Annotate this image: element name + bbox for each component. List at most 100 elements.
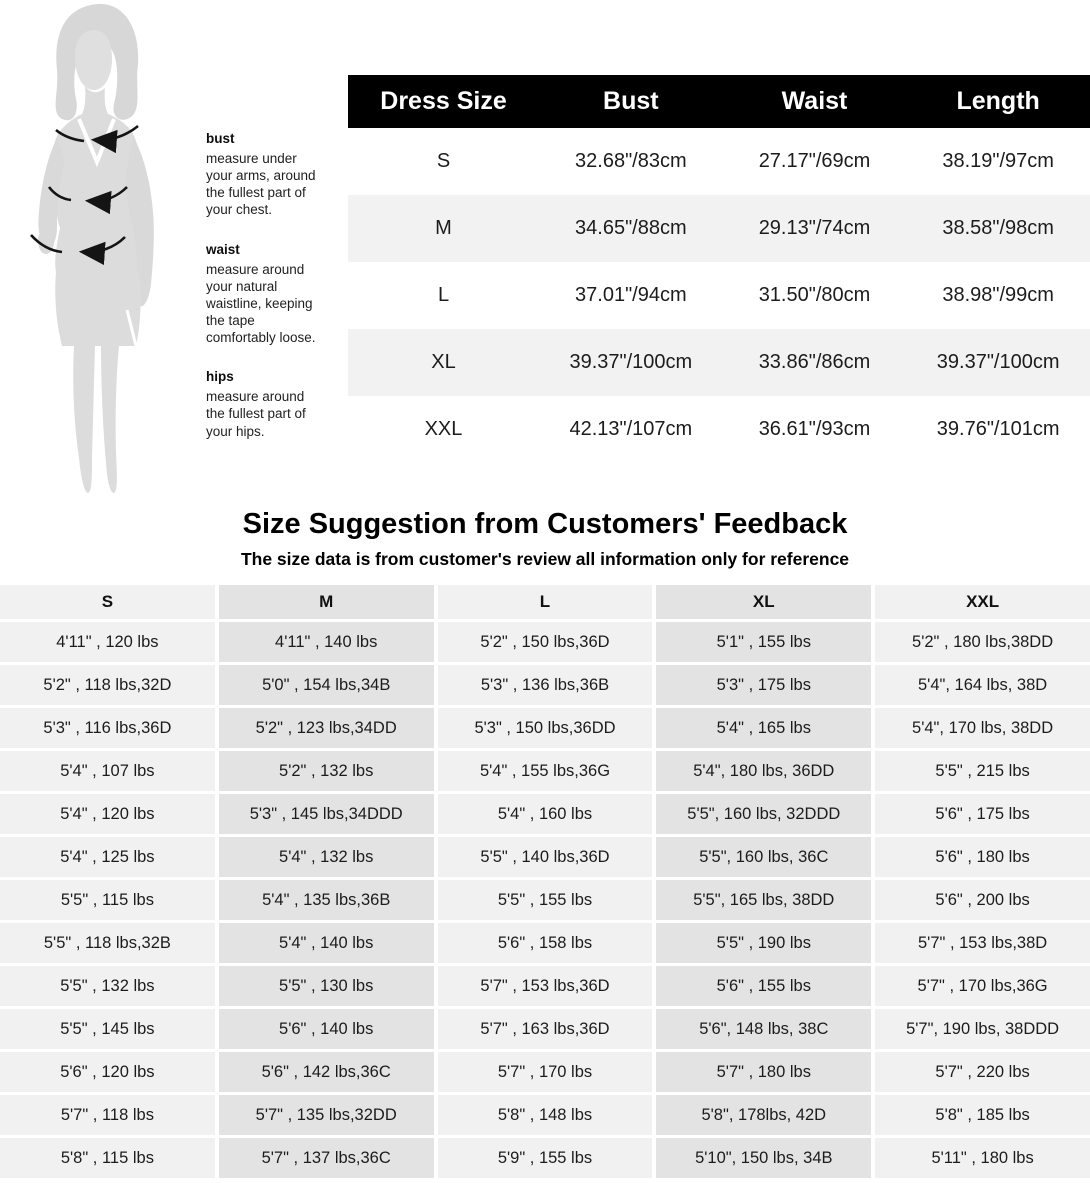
size-table-header-cell: Length	[956, 87, 1040, 115]
feedback-table-cell: 5'6" , 142 lbs,36C	[218, 1052, 434, 1092]
right-arm-shape	[125, 136, 154, 307]
feedback-table-cell: 4'11" , 140 lbs	[218, 622, 434, 662]
feedback-table-cell: 5'8" , 115 lbs	[0, 1138, 215, 1178]
feedback-table-header-XL: XL	[656, 585, 872, 619]
feedback-section: Size Suggestion from Customers' Feedback…	[0, 508, 1090, 1178]
torso-shape	[52, 86, 140, 272]
size-table-body: S 32.68"/83cm 27.17"/69cm 38.19"/97cm M 34.65…	[348, 128, 1090, 463]
feedback-table-header-L: L	[437, 585, 653, 619]
size-table-header-cell: Bust	[603, 87, 659, 115]
size-table-row-L: L 37.01"/94cm 31.50"/80cm 38.98"/99cm	[348, 262, 1090, 329]
feedback-table-cell: 4'11" , 120 lbs	[0, 622, 215, 662]
feedback-table-header-S: S	[0, 585, 215, 619]
size-table-row-XXL: XXL 42.13"/107cm 36.61"/93cm 39.76"/101cm	[348, 396, 1090, 463]
size-table-cell: 39.37"/100cm	[569, 351, 693, 373]
woman-figure-illustration	[0, 0, 200, 500]
size-table-cell: 29.13"/74cm	[758, 217, 871, 239]
size-table-cell: 38.19"/97cm	[942, 150, 1054, 172]
feedback-table-cell: 5'5" , 190 lbs	[656, 923, 872, 963]
woman-silhouette-icon	[30, 3, 154, 493]
feedback-table-cell: 5'6" , 140 lbs	[218, 1009, 434, 1049]
guide-desc-hips: measure around the fullest part of your …	[206, 389, 306, 439]
feedback-table-cell: 5'7" , 153 lbs,36D	[437, 966, 653, 1006]
measure-arrows	[30, 124, 139, 266]
size-chart-table: Dress Size Bust Waist Length S 32.68"/83cm 27…	[348, 75, 1090, 463]
size-table-cell: 38.98"/99cm	[942, 284, 1054, 306]
feedback-table-cell: 5'1" , 155 lbs	[656, 622, 872, 662]
bust-measure-arrow-tail	[55, 128, 85, 143]
feedback-table-cell: 5'7" , 170 lbs,36G	[875, 966, 1090, 1006]
size-table-cell: 37.01"/94cm	[575, 284, 687, 306]
bust-measure-arrow	[90, 124, 139, 154]
feedback-table-cell: 5'6" , 155 lbs	[656, 966, 872, 1006]
feedback-table-cell: 5'4" , 140 lbs	[218, 923, 434, 963]
feedback-table-cell: 5'3" , 150 lbs,36DD	[437, 708, 653, 748]
waist-measure-arrow	[84, 186, 128, 215]
size-table-cell: M	[435, 217, 452, 239]
feedback-table-cell: 5'10", 150 lbs, 34B	[656, 1138, 872, 1178]
size-table-cell: 39.76"/101cm	[936, 418, 1060, 440]
guide-item-hips: hips measure around the fullest part of …	[206, 369, 326, 439]
feedback-size-table: S M L XL XXL 4'11" , 120 lbs 4'11" , 140 lbs 5'…	[0, 585, 1090, 1178]
feedback-table-header-XXL: XXL	[875, 585, 1090, 619]
guide-label-bust: bust	[206, 131, 235, 146]
feedback-table-cell: 5'6" , 175 lbs	[875, 794, 1090, 834]
feedback-title: Size Suggestion from Customers' Feedback	[242, 508, 848, 540]
left-arm-shape	[38, 138, 65, 248]
feedback-table-cell: 5'4" , 125 lbs	[0, 837, 215, 877]
hips-measure-arrow-tail	[30, 234, 63, 254]
feedback-table-cell: 5'4", 180 lbs, 36DD	[656, 751, 872, 791]
feedback-table-cell: 5'6", 148 lbs, 38C	[656, 1009, 872, 1049]
right-leg-shape	[101, 346, 119, 493]
feedback-table-cell: 5'7" , 163 lbs,36D	[437, 1009, 653, 1049]
feedback-table-cell: 5'5" , 130 lbs	[218, 966, 434, 1006]
left-hand-shape	[38, 228, 54, 254]
size-table-cell: 33.86"/86cm	[758, 351, 871, 373]
feedback-table-cell: 5'2" , 132 lbs	[218, 751, 434, 791]
guide-label-hips: hips	[206, 369, 234, 385]
feedback-table-cell: 5'11" , 180 lbs	[875, 1138, 1090, 1178]
feedback-table-cell: 5'4" , 155 lbs,36G	[437, 751, 653, 791]
feedback-table-cell: 5'2" , 123 lbs,34DD	[218, 708, 434, 748]
feedback-table-cell: 5'4" , 107 lbs	[0, 751, 215, 791]
feedback-table-cell: 5'7" , 153 lbs,38D	[875, 923, 1090, 963]
feedback-table-cell: 5'6" , 120 lbs	[0, 1052, 215, 1092]
feedback-table-cell: 5'7" , 220 lbs	[875, 1052, 1090, 1092]
size-table-cell: XL	[431, 351, 456, 373]
feedback-table-cell: 5'8" , 148 lbs	[437, 1095, 653, 1135]
guide-desc-waist: measure around your natural waistline, k…	[206, 261, 316, 346]
guide-item-bust: bust measure under your arms, around the…	[206, 131, 326, 219]
feedback-table-cell: 5'4" , 160 lbs	[437, 794, 653, 834]
feedback-table-header-M: M	[218, 585, 434, 619]
feedback-table-cell: 5'5" , 140 lbs,36D	[437, 837, 653, 877]
feedback-table-cell: 5'5" , 132 lbs	[0, 966, 215, 1006]
feedback-table-cell: 5'8", 178lbs, 42D	[656, 1095, 872, 1135]
feedback-table-cell: 5'7" , 180 lbs	[656, 1052, 872, 1092]
feedback-table-cell: 5'0" , 154 lbs,34B	[218, 665, 434, 705]
skirt-slit-line	[125, 309, 138, 347]
left-leg-shape	[73, 346, 95, 493]
waist-measure-arrow-tail	[47, 186, 72, 202]
feedback-table-cell: 5'6" , 180 lbs	[875, 837, 1090, 877]
feedback-table-cell: 5'9" , 155 lbs	[437, 1138, 653, 1178]
feedback-table-cell: 5'5" , 118 lbs,32B	[0, 923, 215, 963]
feedback-table-cell: 5'4", 164 lbs, 38D	[875, 665, 1090, 705]
feedback-table-cell: 5'7" , 118 lbs	[0, 1095, 215, 1135]
size-table-cell: 27.17"/69cm	[758, 150, 871, 172]
feedback-table-cell: 5'7" , 137 lbs,36C	[218, 1138, 434, 1178]
feedback-table-cell: 5'3" , 145 lbs,34DDD	[218, 794, 434, 834]
feedback-table-cell: 5'4" , 132 lbs	[218, 837, 434, 877]
feedback-table-cell: 5'8" , 185 lbs	[875, 1095, 1090, 1135]
feedback-table-cell: 5'5", 165 lbs, 38DD	[656, 880, 872, 920]
feedback-table-cell: 5'5" , 145 lbs	[0, 1009, 215, 1049]
feedback-table-cell: 5'5", 160 lbs, 36C	[656, 837, 872, 877]
feedback-table-cell: 5'4", 170 lbs, 38DD	[875, 708, 1090, 748]
size-table-cell: 36.61"/93cm	[758, 418, 871, 440]
face-shape	[74, 30, 112, 90]
feedback-table-cell: 5'4" , 165 lbs	[656, 708, 872, 748]
size-table-cell: 39.37"/100cm	[936, 351, 1060, 373]
feedback-table-cell: 5'3" , 136 lbs,36B	[437, 665, 653, 705]
size-table-cell: 38.58"/98cm	[942, 217, 1054, 239]
feedback-table-cell: 5'7", 190 lbs, 38DDD	[875, 1009, 1090, 1049]
